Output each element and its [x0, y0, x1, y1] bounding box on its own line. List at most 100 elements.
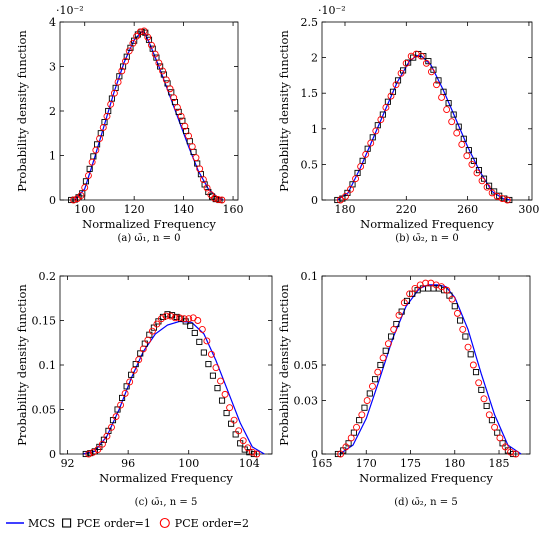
x-tick-label: 180 [334, 203, 355, 216]
point-pce-order-2 [88, 158, 96, 166]
point-pce-order-2 [203, 184, 211, 192]
point-pce-order-2 [177, 112, 185, 120]
point-pce-order-2 [94, 446, 102, 453]
y-tick-label: 0 [49, 448, 56, 461]
y-tick-label: 0 [311, 448, 318, 461]
point-pce-order-2 [374, 368, 382, 376]
point-pce-order-1 [82, 450, 89, 458]
point-pce-order-1 [171, 99, 179, 106]
point-pce-order-1 [460, 135, 467, 142]
point-pce-order-2 [379, 354, 387, 362]
point-pce-order-1 [425, 58, 432, 65]
point-pce-order-1 [356, 417, 363, 424]
point-pce-order-1 [470, 157, 477, 164]
point-pce-order-2 [397, 69, 405, 77]
point-pce-order-2 [92, 146, 100, 154]
point-pce-order-2 [478, 177, 486, 185]
x-tick-label: 100 [178, 457, 199, 470]
point-pce-order-1 [191, 329, 198, 337]
point-pce-order-2 [148, 327, 156, 335]
point-pce-order-2 [392, 81, 400, 89]
point-pce-order-2 [369, 382, 376, 390]
point-pce-order-2 [422, 279, 430, 287]
point-pce-order-2 [170, 94, 178, 102]
point-pce-order-1 [119, 394, 126, 401]
point-pce-order-2 [512, 450, 520, 458]
y-axis-label: Probability density function [277, 284, 291, 446]
point-pce-order-1 [87, 450, 94, 457]
point-pce-order-1 [361, 404, 368, 411]
point-pce-order-2 [491, 423, 499, 431]
x-tick-label: 180 [444, 457, 465, 470]
point-pce-order-2 [153, 320, 161, 328]
point-pce-order-2 [352, 175, 360, 183]
point-pce-order-1 [472, 369, 480, 376]
point-pce-order-2 [155, 59, 163, 67]
point-pce-order-2 [180, 315, 188, 323]
point-pce-order-1 [86, 165, 93, 172]
point-pce-order-1 [465, 147, 472, 154]
point-pce-order-1 [462, 333, 469, 340]
point-pce-order-2 [70, 196, 78, 204]
point-pce-order-2 [422, 59, 430, 67]
point-pce-order-1 [440, 88, 447, 95]
x-axis-label: Normalized Frequency [99, 471, 233, 485]
point-pce-order-2 [362, 150, 370, 158]
point-pce-order-1 [359, 157, 366, 164]
point-pce-order-1 [123, 53, 130, 60]
point-pce-order-2 [448, 118, 456, 126]
point-pce-order-1 [218, 397, 226, 404]
point-pce-order-1 [374, 122, 381, 129]
point-pce-order-1 [68, 196, 75, 204]
y-tick-label: 0.1 [39, 359, 57, 372]
point-pce-order-2 [98, 440, 106, 448]
point-pce-order-2 [135, 356, 143, 364]
chart-panel-3: 165 170 175 180 185 0 0.03 0.05 0.1 Normalized Fr… [277, 270, 531, 508]
series-line-mcs [82, 320, 265, 455]
point-pce-order-2 [464, 343, 472, 351]
point-pce-order-2 [85, 450, 93, 458]
point-pce-order-1 [480, 175, 488, 182]
x-tick-label: 120 [124, 203, 145, 216]
point-pce-order-2 [443, 106, 451, 114]
point-pce-order-2 [226, 404, 234, 412]
point-pce-order-2 [459, 325, 467, 333]
point-pce-order-2 [211, 194, 218, 202]
y-axis-label: Probability density function [15, 284, 29, 446]
point-pce-order-2 [475, 379, 483, 387]
x-tick-label: 160 [223, 203, 244, 216]
x-tick-label: 100 [74, 203, 95, 216]
point-pce-order-2 [196, 165, 204, 173]
point-pce-order-2 [463, 152, 471, 160]
point-pce-order-2 [353, 423, 360, 431]
plot-frame [59, 275, 273, 455]
point-pce-order-2 [358, 411, 366, 419]
point-pce-order-1 [179, 117, 186, 124]
point-pce-order-2 [448, 295, 456, 303]
point-pce-order-2 [171, 314, 179, 322]
point-pce-order-2 [400, 299, 408, 307]
point-pce-order-1 [478, 386, 485, 393]
point-pce-order-1 [160, 71, 167, 78]
point-pce-order-2 [488, 189, 496, 197]
point-pce-order-1 [350, 429, 357, 436]
point-pce-order-1 [457, 317, 464, 324]
point-pce-order-1 [491, 188, 498, 195]
point-pce-order-2 [230, 416, 238, 424]
y-tick-label: 2 [311, 52, 318, 65]
point-pce-order-1 [246, 449, 253, 456]
y-tick-label: 0.05 [32, 404, 57, 417]
point-pce-order-2 [367, 139, 375, 147]
y-tick-label: 0.2 [39, 270, 57, 283]
point-pce-order-2 [239, 437, 247, 445]
point-pce-order-1 [228, 420, 235, 427]
x-tick-label: 300 [518, 203, 539, 216]
point-pce-order-2 [214, 196, 222, 204]
point-pce-order-2 [468, 160, 476, 168]
point-pce-order-2 [427, 68, 435, 76]
point-pce-order-2 [453, 129, 461, 137]
y-axis-label: Probability density function [15, 30, 29, 192]
x-tick-label: 104 [239, 457, 260, 470]
point-pce-order-1 [153, 54, 160, 61]
point-pce-order-2 [188, 143, 196, 151]
